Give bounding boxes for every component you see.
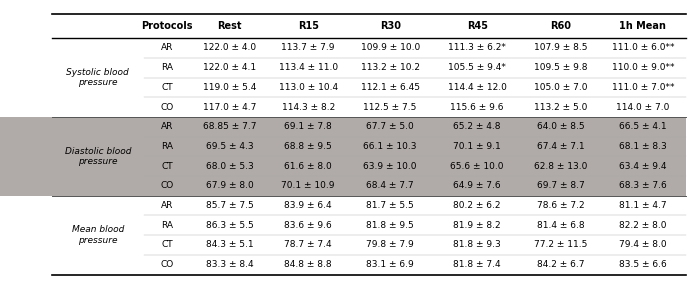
Text: 66.1 ± 10.3: 66.1 ± 10.3 [363, 142, 417, 151]
Text: 85.7 ± 7.5: 85.7 ± 7.5 [206, 201, 254, 210]
Text: 84.3 ± 5.1: 84.3 ± 5.1 [206, 241, 254, 249]
Text: 65.6 ± 10.0: 65.6 ± 10.0 [451, 162, 504, 171]
Text: 81.9 ± 8.2: 81.9 ± 8.2 [453, 221, 501, 230]
Text: RA: RA [161, 63, 173, 72]
Text: 84.2 ± 6.7: 84.2 ± 6.7 [537, 260, 585, 269]
Text: 111.3 ± 6.2*: 111.3 ± 6.2* [449, 44, 506, 52]
Text: 79.8 ± 7.9: 79.8 ± 7.9 [367, 241, 414, 249]
Text: Rest: Rest [217, 21, 242, 31]
Text: 68.85 ± 7.7: 68.85 ± 7.7 [203, 122, 256, 131]
Text: Diastolic blood
pressure: Diastolic blood pressure [65, 147, 131, 166]
Text: 68.8 ± 9.5: 68.8 ± 9.5 [285, 142, 332, 151]
Text: 111.0 ± 7.0**: 111.0 ± 7.0** [612, 83, 674, 92]
Text: 67.7 ± 5.0: 67.7 ± 5.0 [367, 122, 414, 131]
Text: 105.5 ± 9.4*: 105.5 ± 9.4* [449, 63, 506, 72]
Text: 77.2 ± 11.5: 77.2 ± 11.5 [534, 241, 588, 249]
Text: RA: RA [161, 142, 173, 151]
Text: 67.4 ± 7.1: 67.4 ± 7.1 [537, 142, 585, 151]
Text: 83.5 ± 6.6: 83.5 ± 6.6 [619, 260, 667, 269]
Text: 86.3 ± 5.5: 86.3 ± 5.5 [206, 221, 254, 230]
Text: 81.8 ± 9.3: 81.8 ± 9.3 [453, 241, 501, 249]
Text: Systolic blood
pressure: Systolic blood pressure [66, 68, 129, 87]
Text: RA: RA [161, 221, 173, 230]
Text: 66.5 ± 4.1: 66.5 ± 4.1 [619, 122, 667, 131]
Text: 78.7 ± 7.4: 78.7 ± 7.4 [285, 241, 332, 249]
Text: 78.6 ± 7.2: 78.6 ± 7.2 [537, 201, 585, 210]
Text: R30: R30 [380, 21, 400, 31]
Text: 70.1 ± 9.1: 70.1 ± 9.1 [453, 142, 501, 151]
Text: 111.0 ± 6.0**: 111.0 ± 6.0** [612, 44, 674, 52]
Text: 68.3 ± 7.6: 68.3 ± 7.6 [619, 181, 667, 190]
Text: 122.0 ± 4.1: 122.0 ± 4.1 [203, 63, 256, 72]
Text: 1h Mean: 1h Mean [619, 21, 666, 31]
Text: 109.9 ± 10.0: 109.9 ± 10.0 [360, 44, 420, 52]
Text: 68.0 ± 5.3: 68.0 ± 5.3 [206, 162, 254, 171]
Text: 63.4 ± 9.4: 63.4 ± 9.4 [619, 162, 667, 171]
Bar [0, 38, 686, 117]
Text: 110.0 ± 9.0**: 110.0 ± 9.0** [612, 63, 674, 72]
Text: CT: CT [161, 241, 173, 249]
Bar [0, 117, 686, 196]
Text: CO: CO [161, 181, 174, 190]
Text: AR: AR [161, 201, 174, 210]
Text: 81.4 ± 6.8: 81.4 ± 6.8 [537, 221, 585, 230]
Text: CT: CT [161, 162, 173, 171]
Bar [0, 14, 686, 38]
Text: 63.9 ± 10.0: 63.9 ± 10.0 [363, 162, 417, 171]
Text: 81.7 ± 5.5: 81.7 ± 5.5 [367, 201, 414, 210]
Text: 83.3 ± 8.4: 83.3 ± 8.4 [206, 260, 254, 269]
Text: 79.4 ± 8.0: 79.4 ± 8.0 [619, 241, 667, 249]
Text: 80.2 ± 6.2: 80.2 ± 6.2 [453, 201, 501, 210]
Text: 62.8 ± 13.0: 62.8 ± 13.0 [534, 162, 588, 171]
Text: 122.0 ± 4.0: 122.0 ± 4.0 [203, 44, 256, 52]
Text: 67.9 ± 8.0: 67.9 ± 8.0 [206, 181, 254, 190]
Text: 65.2 ± 4.8: 65.2 ± 4.8 [453, 122, 501, 131]
Text: 70.1 ± 10.9: 70.1 ± 10.9 [281, 181, 335, 190]
Text: 109.5 ± 9.8: 109.5 ± 9.8 [534, 63, 588, 72]
Text: 61.6 ± 8.0: 61.6 ± 8.0 [285, 162, 332, 171]
Bar [0, 196, 686, 275]
Text: 114.0 ± 7.0: 114.0 ± 7.0 [616, 102, 670, 112]
Text: 107.9 ± 8.5: 107.9 ± 8.5 [534, 44, 588, 52]
Text: Mean blood
pressure: Mean blood pressure [72, 225, 124, 245]
Text: 115.6 ± 9.6: 115.6 ± 9.6 [451, 102, 504, 112]
Text: 69.5 ± 4.3: 69.5 ± 4.3 [206, 142, 254, 151]
Text: 69.1 ± 7.8: 69.1 ± 7.8 [285, 122, 332, 131]
Text: 113.2 ± 10.2: 113.2 ± 10.2 [360, 63, 420, 72]
Text: 117.0 ± 4.7: 117.0 ± 4.7 [203, 102, 256, 112]
Text: 113.4 ± 11.0: 113.4 ± 11.0 [278, 63, 338, 72]
Text: 114.3 ± 8.2: 114.3 ± 8.2 [282, 102, 335, 112]
Text: CO: CO [161, 102, 174, 112]
Text: 112.5 ± 7.5: 112.5 ± 7.5 [363, 102, 417, 112]
Text: R15: R15 [298, 21, 319, 31]
Text: 113.2 ± 5.0: 113.2 ± 5.0 [534, 102, 588, 112]
Text: AR: AR [161, 44, 174, 52]
Text: Protocols: Protocols [141, 21, 193, 31]
Text: 81.8 ± 9.5: 81.8 ± 9.5 [367, 221, 414, 230]
Text: 114.4 ± 12.0: 114.4 ± 12.0 [448, 83, 506, 92]
Text: 68.4 ± 7.7: 68.4 ± 7.7 [367, 181, 414, 190]
Text: 81.8 ± 7.4: 81.8 ± 7.4 [453, 260, 501, 269]
Text: 69.7 ± 8.7: 69.7 ± 8.7 [537, 181, 585, 190]
Text: 84.8 ± 8.8: 84.8 ± 8.8 [285, 260, 332, 269]
Text: 81.1 ± 4.7: 81.1 ± 4.7 [619, 201, 667, 210]
Text: CT: CT [161, 83, 173, 92]
Text: CO: CO [161, 260, 174, 269]
Text: 64.9 ± 7.6: 64.9 ± 7.6 [453, 181, 501, 190]
Text: 83.9 ± 6.4: 83.9 ± 6.4 [285, 201, 332, 210]
Text: 68.1 ± 8.3: 68.1 ± 8.3 [619, 142, 667, 151]
Text: 113.0 ± 10.4: 113.0 ± 10.4 [278, 83, 338, 92]
Text: 83.6 ± 9.6: 83.6 ± 9.6 [285, 221, 332, 230]
Text: 82.2 ± 8.0: 82.2 ± 8.0 [619, 221, 667, 230]
Text: 119.0 ± 5.4: 119.0 ± 5.4 [203, 83, 256, 92]
Text: R60: R60 [551, 21, 571, 31]
Text: 112.1 ± 6.45: 112.1 ± 6.45 [360, 83, 420, 92]
Text: 113.7 ± 7.9: 113.7 ± 7.9 [281, 44, 335, 52]
Text: R45: R45 [466, 21, 488, 31]
Text: AR: AR [161, 122, 174, 131]
Text: 83.1 ± 6.9: 83.1 ± 6.9 [367, 260, 414, 269]
Text: 64.0 ± 8.5: 64.0 ± 8.5 [537, 122, 585, 131]
Text: 105.0 ± 7.0: 105.0 ± 7.0 [534, 83, 588, 92]
